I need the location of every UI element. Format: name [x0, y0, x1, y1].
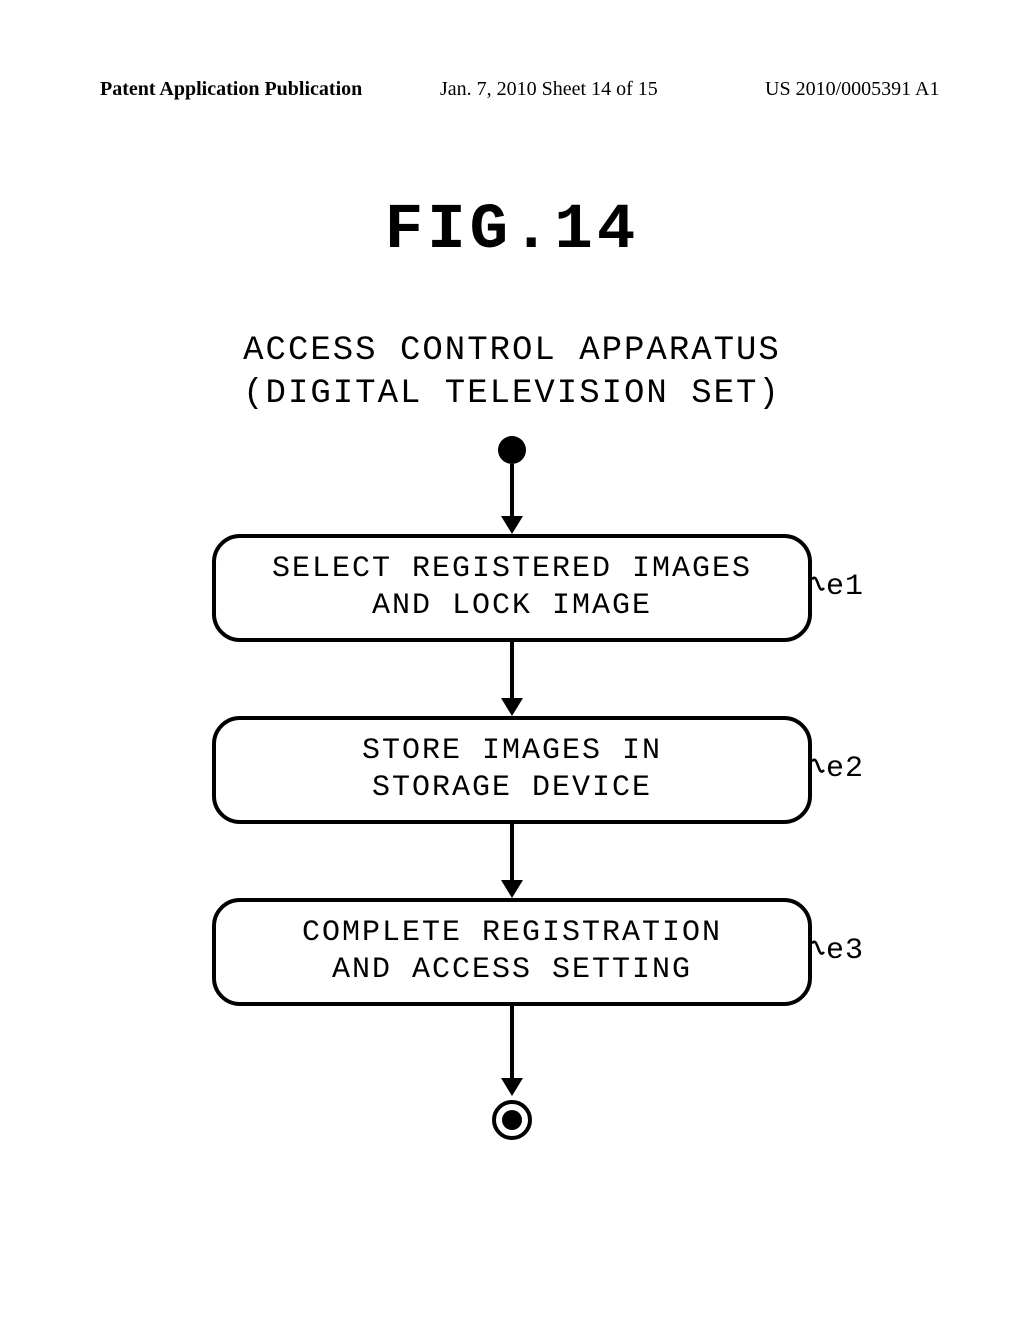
header-date-sheet: Jan. 7, 2010 Sheet 14 of 15	[440, 78, 658, 101]
step-label-e2: e2	[826, 752, 864, 786]
page: Patent Application Publication Jan. 7, 2…	[0, 0, 1024, 1320]
diagram-title: ACCESS CONTROL APPARATUS (DIGITAL TELEVI…	[0, 330, 1024, 415]
flow-step-e3: COMPLETE REGISTRATION AND ACCESS SETTING	[212, 898, 812, 1006]
step-e3-line1: COMPLETE REGISTRATION	[302, 915, 722, 953]
step-e2-line2: STORAGE DEVICE	[372, 770, 652, 808]
header-publication: Patent Application Publication	[100, 78, 362, 101]
flowchart-canvas: SELECT REGISTERED IMAGES AND LOCK IMAGE …	[0, 420, 1024, 1160]
step-e2-line1: STORE IMAGES IN	[362, 733, 662, 771]
step-e3-line2: AND ACCESS SETTING	[332, 952, 692, 990]
flow-step-e2: STORE IMAGES IN STORAGE DEVICE	[212, 716, 812, 824]
header-patent-number: US 2010/0005391 A1	[765, 78, 939, 101]
step-e1-line2: AND LOCK IMAGE	[372, 588, 652, 626]
step-e1-line1: SELECT REGISTERED IMAGES	[272, 551, 752, 589]
step-label-e3: e3	[826, 934, 864, 968]
figure-title: FIG.14	[0, 195, 1024, 267]
step-label-e1: e1	[826, 570, 864, 604]
diagram-title-line1: ACCESS CONTROL APPARATUS	[243, 332, 781, 370]
diagram-title-line2: (DIGITAL TELEVISION SET)	[243, 375, 781, 413]
flow-step-e1: SELECT REGISTERED IMAGES AND LOCK IMAGE	[212, 534, 812, 642]
